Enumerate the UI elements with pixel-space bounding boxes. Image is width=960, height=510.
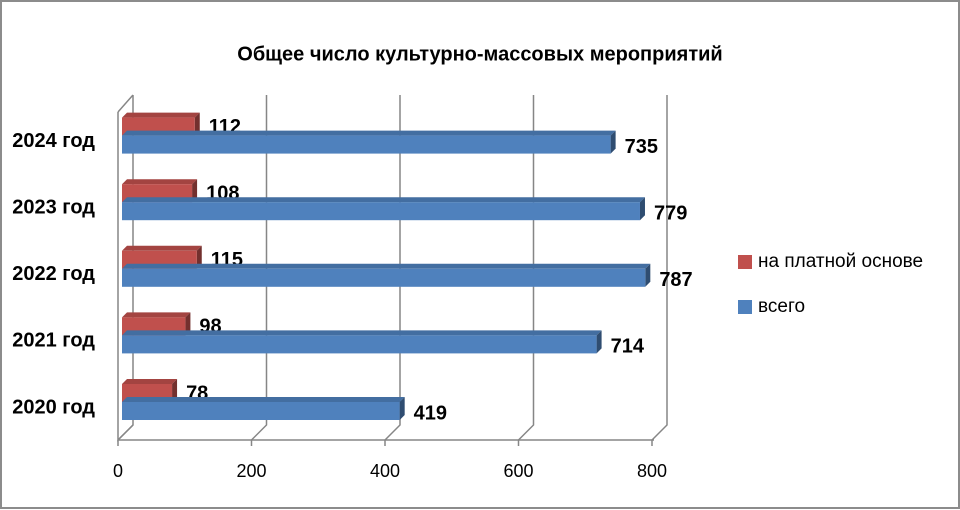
legend-swatch [738, 300, 752, 314]
bar-top [122, 130, 616, 136]
bar-side [192, 179, 198, 203]
x-tick-label: 0 [113, 461, 123, 481]
wall-top [117, 94, 134, 113]
y-tick-label: 2023 год [12, 196, 95, 218]
bar-side [596, 330, 602, 354]
bar-top [122, 112, 200, 118]
bar-top [122, 397, 405, 402]
bar-top [122, 245, 202, 251]
x-tick-label: 400 [370, 461, 400, 481]
y-tick-label: 2021 год [12, 330, 95, 352]
value-label: 735 [625, 136, 658, 158]
value-label: 787 [659, 269, 692, 291]
value-label: 419 [414, 402, 447, 424]
legend-swatch [738, 255, 752, 269]
bar [122, 402, 400, 420]
bar [122, 135, 611, 154]
bar-top [122, 197, 645, 203]
bar-side [610, 130, 616, 154]
bar [122, 335, 597, 354]
value-label: 779 [654, 202, 687, 224]
value-label: 714 [611, 336, 645, 358]
bar-side [185, 312, 191, 336]
x-tick-label: 200 [236, 461, 266, 481]
bar-side [194, 112, 200, 136]
bar-top [122, 330, 602, 336]
bar-side [639, 197, 645, 221]
y-tick-label: 2020 год [12, 396, 95, 418]
bar-side [645, 263, 651, 287]
x-tick-label: 800 [637, 461, 667, 481]
legend-label: на платной основе [758, 251, 923, 272]
bar-side [399, 397, 405, 420]
bar-top [122, 179, 198, 185]
bar [122, 268, 646, 287]
y-tick-label: 2022 год [12, 263, 95, 285]
chart-title: Общее число культурно-массовых мероприят… [237, 43, 722, 65]
legend-label: всего [758, 296, 805, 317]
bar [122, 202, 640, 221]
x-tick-label: 600 [503, 461, 533, 481]
bar-top [122, 379, 178, 384]
y-tick-label: 2024 год [12, 130, 95, 152]
bar-top [122, 263, 651, 269]
bar-side [196, 245, 202, 269]
bar-side [172, 379, 178, 402]
grid-line [651, 95, 668, 441]
bar-top [122, 312, 191, 318]
